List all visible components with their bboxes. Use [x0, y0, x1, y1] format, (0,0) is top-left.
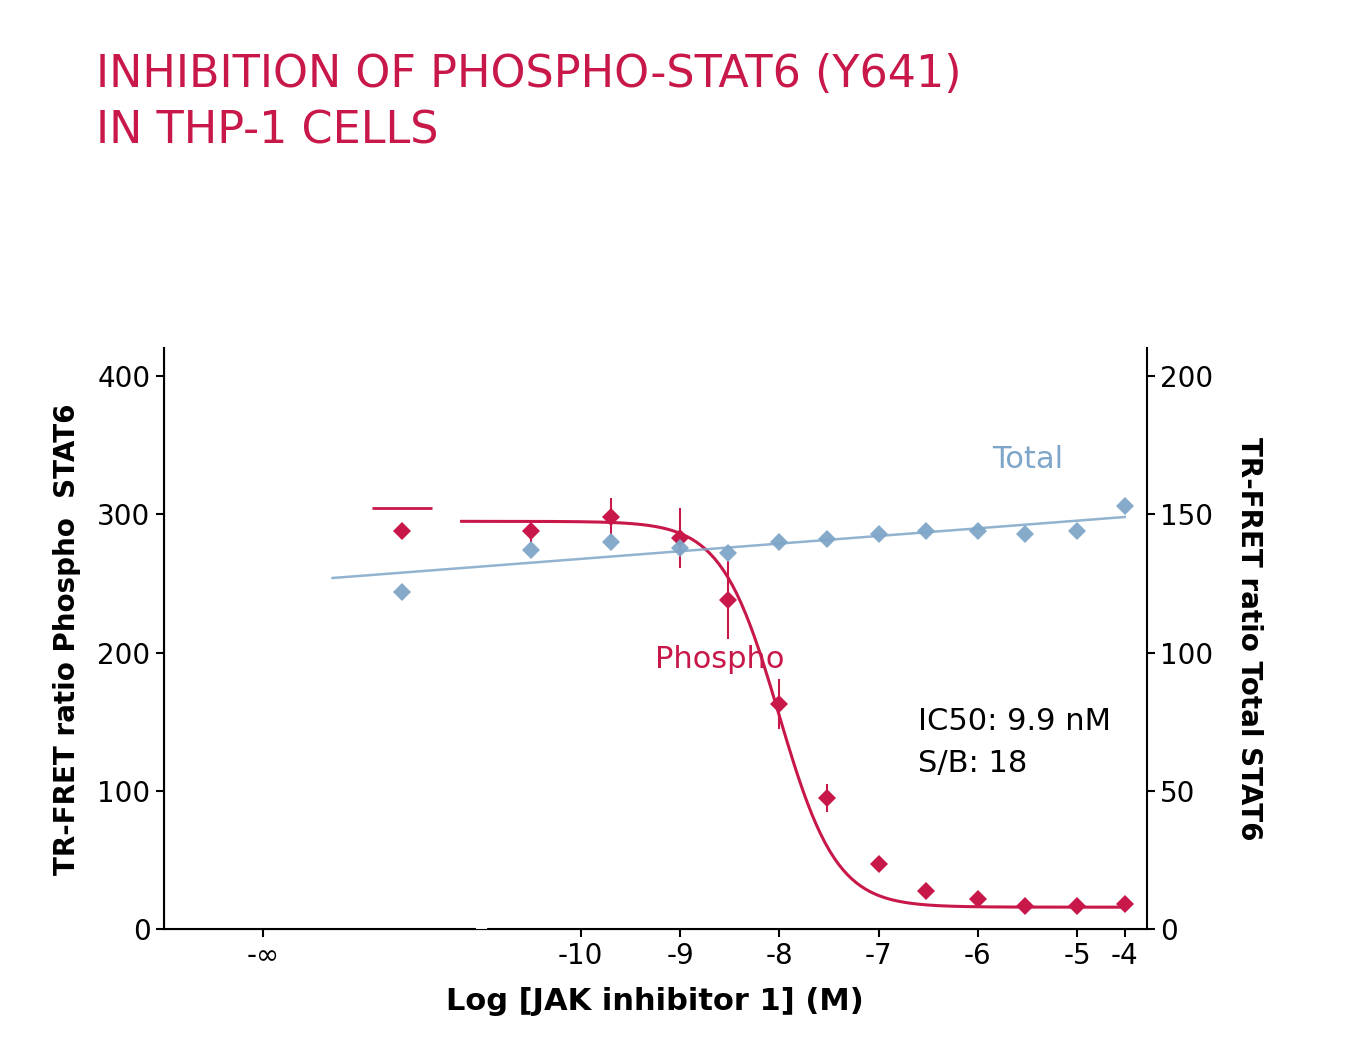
- Text: INHIBITION OF PHOSPHO-STAT6 (Y641)
IN THP-1 CELLS: INHIBITION OF PHOSPHO-STAT6 (Y641) IN TH…: [96, 53, 961, 152]
- Text: IC50: 9.9 nM
S/B: 18: IC50: 9.9 nM S/B: 18: [919, 706, 1111, 778]
- Y-axis label: TR-FRET ratio Phospho  STAT6: TR-FRET ratio Phospho STAT6: [53, 403, 81, 874]
- Text: Phospho: Phospho: [655, 645, 785, 674]
- Y-axis label: TR-FRET ratio Total STAT6: TR-FRET ratio Total STAT6: [1235, 437, 1263, 841]
- Text: Total: Total: [992, 445, 1063, 473]
- X-axis label: Log [JAK inhibitor 1] (M): Log [JAK inhibitor 1] (M): [446, 987, 864, 1016]
